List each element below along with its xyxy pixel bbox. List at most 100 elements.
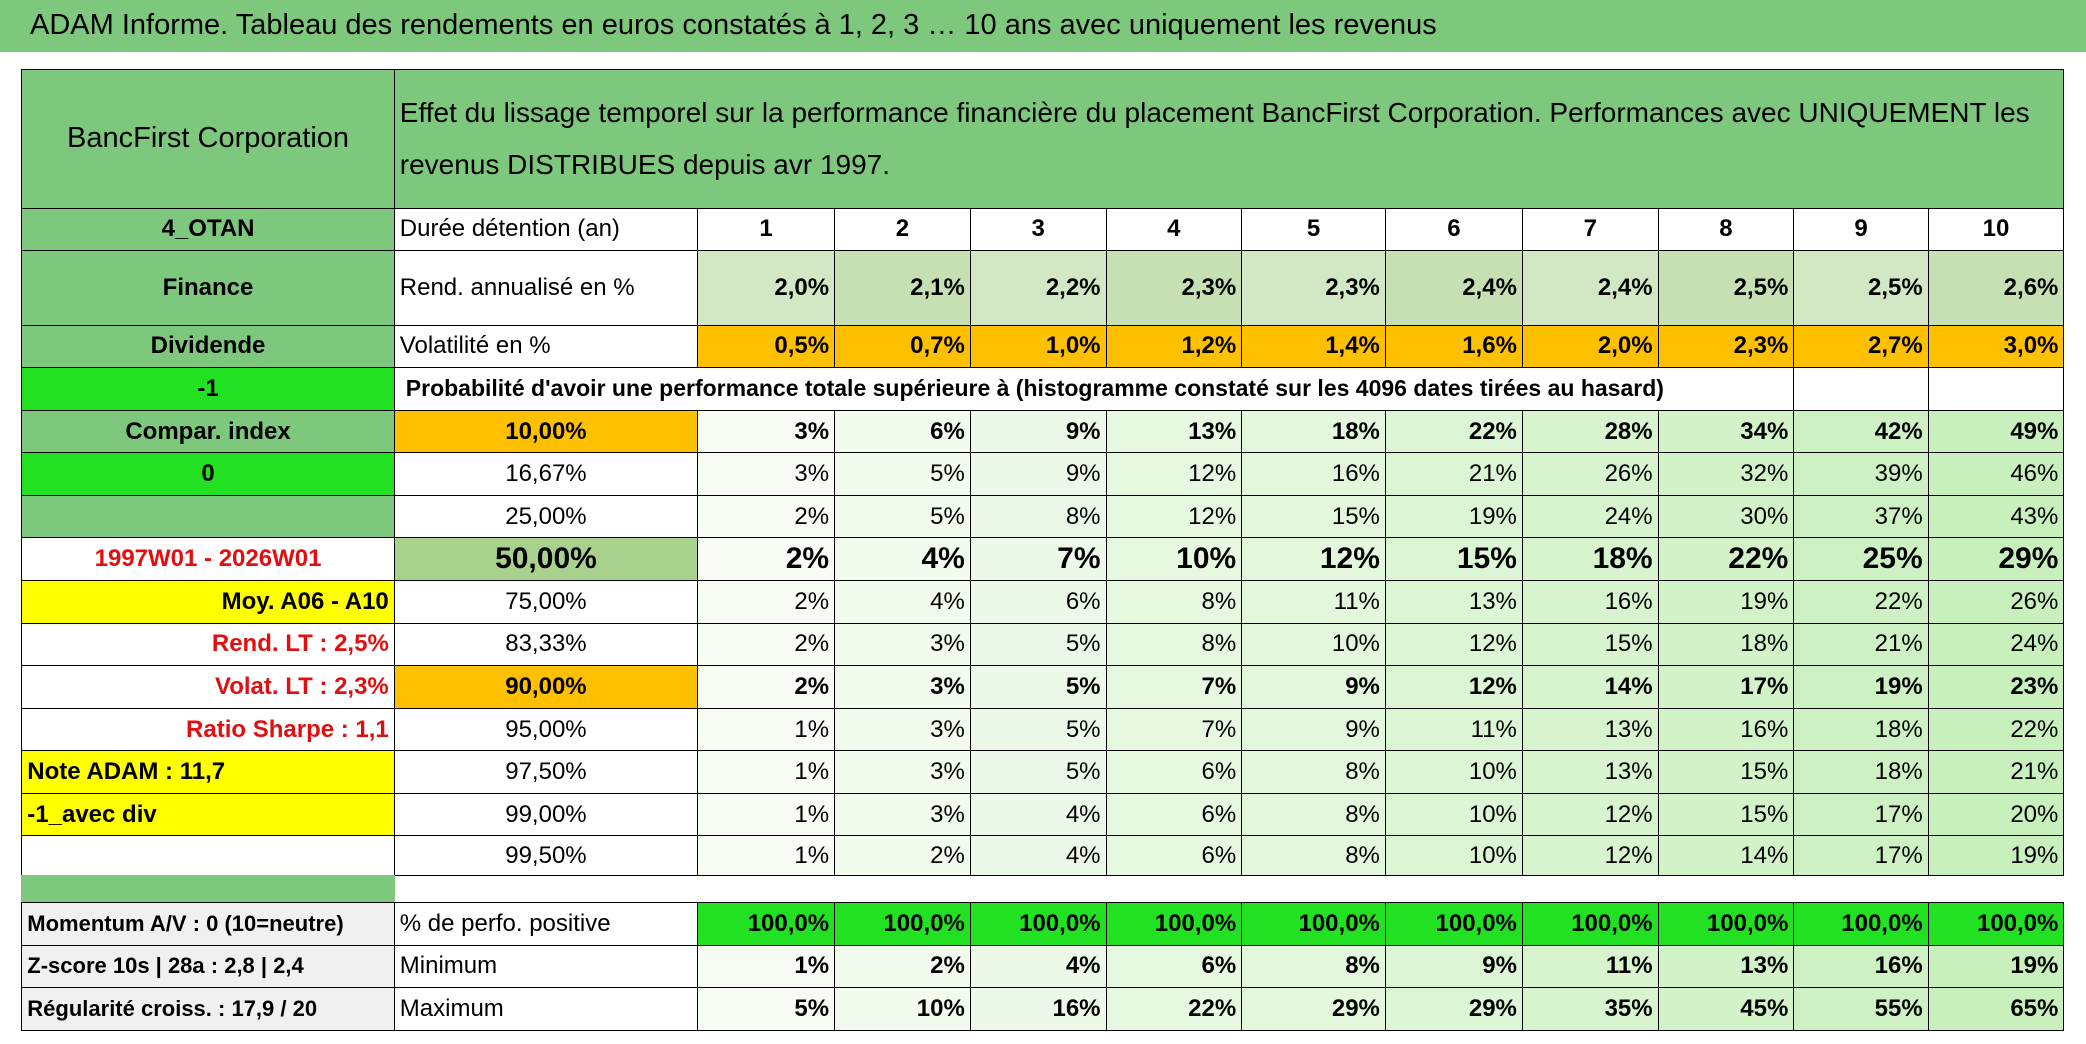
value-cell: 9% — [1241, 665, 1386, 709]
value-cell: 13% — [1521, 750, 1659, 794]
value-cell: 18% — [1241, 409, 1386, 454]
value-cell: 18% — [1657, 622, 1795, 667]
value-cell: 29% — [1927, 537, 2065, 582]
row-name: 10,00% — [393, 409, 699, 454]
value-cell: 12% — [1384, 665, 1523, 709]
value-cell: 22% — [1384, 409, 1523, 454]
value-cell: 29% — [1384, 987, 1523, 1031]
value-cell: 22% — [1105, 987, 1243, 1031]
value-cell: 0,5% — [697, 324, 836, 369]
value-cell: 100,0% — [1521, 901, 1659, 946]
value-cell: 6 — [1384, 207, 1523, 252]
row-name: 50,00% — [393, 537, 699, 582]
value-cell: 2% — [697, 580, 836, 624]
value-cell: 100,0% — [1793, 901, 1929, 946]
row-name: 90,00% — [393, 665, 699, 709]
value-cell: 4% — [969, 792, 1107, 837]
value-cell: 5% — [969, 622, 1107, 667]
value-cell: 3% — [834, 622, 971, 667]
value-cell: 9 — [1793, 207, 1929, 252]
value-cell: 1% — [697, 944, 836, 989]
row-name: 75,00% — [393, 580, 699, 624]
value-cell: 10 — [1927, 207, 2065, 252]
value-cell: 100,0% — [1105, 901, 1243, 946]
row-label: Z-score 10s | 28a : 2,8 | 2,4 — [21, 944, 395, 989]
row-label: Compar. index — [21, 409, 395, 454]
value-cell: 32% — [1657, 452, 1795, 496]
value-cell: 19% — [1927, 944, 2065, 989]
value-cell: 4% — [969, 944, 1107, 989]
value-cell: 5 — [1241, 207, 1386, 252]
value-cell: 2% — [697, 494, 836, 539]
value-cell: 8% — [1241, 944, 1386, 989]
value-cell: 100,0% — [969, 901, 1107, 946]
value-cell: 2,5% — [1657, 250, 1795, 326]
value-cell: 13% — [1521, 707, 1659, 752]
value-cell: 8% — [1105, 622, 1243, 667]
row-label — [21, 835, 395, 877]
value-cell: 11% — [1521, 944, 1659, 989]
value-cell: 18% — [1793, 707, 1929, 752]
value-cell: 22% — [1793, 580, 1929, 624]
value-cell: 2 — [834, 207, 971, 252]
value-cell: 16% — [1793, 944, 1929, 989]
value-cell: 1 — [697, 207, 836, 252]
value-cell: 26% — [1521, 452, 1659, 496]
row-label: Rend. LT : 2,5% — [21, 622, 395, 667]
value-cell: 10% — [1384, 792, 1523, 837]
value-cell: 2,1% — [834, 250, 971, 326]
value-cell: 2,3% — [1105, 250, 1243, 326]
value-cell: 1,4% — [1241, 324, 1386, 369]
value-cell: 10% — [1384, 750, 1523, 794]
row-label: -1 — [21, 367, 395, 411]
value-cell: 12% — [1521, 792, 1659, 837]
value-cell: 23% — [1927, 665, 2065, 709]
value-cell: 6% — [1105, 944, 1243, 989]
row-label: Dividende — [21, 324, 395, 369]
row-name: 16,67% — [393, 452, 699, 496]
value-cell: 12% — [1521, 835, 1659, 877]
value-cell: 4% — [969, 835, 1107, 877]
value-cell: 2,3% — [1657, 324, 1795, 369]
value-cell: 35% — [1521, 987, 1659, 1031]
value-cell: 22% — [1657, 537, 1795, 582]
value-cell: 55% — [1793, 987, 1929, 1031]
value-cell: 18% — [1793, 750, 1929, 794]
value-cell: 16% — [1521, 580, 1659, 624]
row-label: Ratio Sharpe : 1,1 — [21, 707, 395, 752]
value-cell: 43% — [1927, 494, 2065, 539]
value-cell: 2,3% — [1241, 250, 1386, 326]
value-cell: 3% — [834, 792, 971, 837]
row-label: 0 — [21, 452, 395, 496]
value-cell: 16% — [969, 987, 1107, 1031]
value-cell: 1,0% — [969, 324, 1107, 369]
value-cell: 6% — [969, 580, 1107, 624]
value-cell: 100,0% — [1927, 901, 2065, 946]
value-cell: 5% — [834, 452, 971, 496]
value-cell: 17% — [1793, 835, 1929, 877]
value-cell: 28% — [1521, 409, 1659, 454]
value-cell: 5% — [969, 707, 1107, 752]
cell — [1793, 367, 1929, 411]
value-cell: 13% — [1384, 580, 1523, 624]
value-cell: 2% — [834, 835, 971, 877]
value-cell: 9% — [1384, 944, 1523, 989]
value-cell: 5% — [697, 987, 836, 1031]
value-cell: 20% — [1927, 792, 2065, 837]
value-cell: 25% — [1793, 537, 1929, 582]
value-cell: 9% — [969, 409, 1107, 454]
spacer — [21, 875, 395, 903]
row-label: Régularité croiss. : 17,9 / 20 — [21, 987, 395, 1031]
value-cell: 2% — [697, 537, 836, 582]
value-cell: 39% — [1793, 452, 1929, 496]
value-cell: 2,4% — [1384, 250, 1523, 326]
value-cell: 16% — [1657, 707, 1795, 752]
row-name: 83,33% — [393, 622, 699, 667]
value-cell: 18% — [1521, 537, 1659, 582]
value-cell: 8% — [1105, 580, 1243, 624]
value-cell: 13% — [1657, 944, 1795, 989]
value-cell: 19% — [1657, 580, 1795, 624]
value-cell: 3% — [697, 452, 836, 496]
row-label: Moy. A06 - A10 — [21, 580, 395, 624]
value-cell: 15% — [1241, 494, 1386, 539]
